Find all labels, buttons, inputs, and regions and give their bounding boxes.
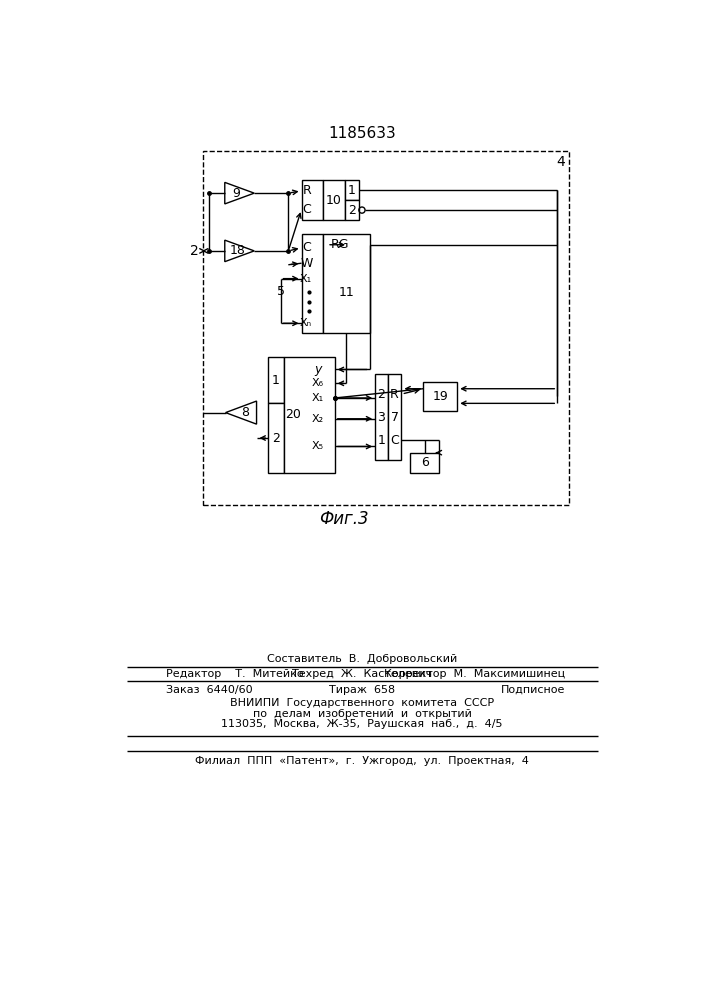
Text: X₅: X₅ bbox=[312, 441, 324, 451]
Text: C: C bbox=[303, 203, 311, 216]
Bar bbox=[323, 180, 345, 220]
Text: 8: 8 bbox=[241, 406, 249, 419]
Text: 2: 2 bbox=[190, 244, 199, 258]
Text: 1: 1 bbox=[348, 184, 356, 197]
Text: 10: 10 bbox=[326, 194, 342, 207]
Text: X₂: X₂ bbox=[312, 414, 324, 424]
Text: Заказ  6440/60: Заказ 6440/60 bbox=[166, 685, 252, 695]
Bar bbox=[301, 234, 323, 333]
Bar bbox=[387, 374, 402, 460]
Bar bbox=[268, 403, 284, 473]
Text: 2: 2 bbox=[348, 204, 356, 217]
Text: Составитель  В.  Добровольский: Составитель В. Добровольский bbox=[267, 654, 457, 664]
Text: 1: 1 bbox=[272, 374, 280, 387]
Text: C: C bbox=[303, 241, 311, 254]
Text: 20: 20 bbox=[285, 408, 301, 421]
Text: Тираж  658: Тираж 658 bbox=[329, 685, 395, 695]
Text: 1: 1 bbox=[378, 434, 385, 447]
Bar bbox=[423, 382, 457, 411]
Text: Xₙ: Xₙ bbox=[300, 318, 312, 328]
Polygon shape bbox=[226, 401, 257, 424]
Bar bbox=[375, 374, 387, 460]
Text: 11: 11 bbox=[339, 286, 354, 299]
Text: 7: 7 bbox=[390, 411, 399, 424]
Text: 2: 2 bbox=[272, 432, 280, 445]
Text: 5: 5 bbox=[276, 285, 285, 298]
Polygon shape bbox=[225, 182, 255, 204]
Text: 6: 6 bbox=[421, 456, 428, 469]
Text: 4: 4 bbox=[556, 155, 566, 169]
Text: 3: 3 bbox=[378, 411, 385, 424]
Text: 19: 19 bbox=[433, 390, 448, 403]
Text: Техред  Ж.  Кастелевич: Техред Ж. Кастелевич bbox=[292, 669, 432, 679]
Text: RG: RG bbox=[331, 238, 349, 251]
Bar bbox=[284, 357, 335, 473]
Bar bbox=[345, 180, 359, 200]
Text: 2: 2 bbox=[378, 388, 385, 401]
Text: 113035,  Москва,  Ж-35,  Раушская  наб.,  д.  4/5: 113035, Москва, Ж-35, Раушская наб., д. … bbox=[221, 719, 503, 729]
Bar bbox=[410, 453, 440, 473]
Text: W: W bbox=[300, 257, 313, 270]
Text: 1185633: 1185633 bbox=[328, 126, 396, 141]
Text: ВНИИПИ  Государственного  комитета  СССР: ВНИИПИ Государственного комитета СССР bbox=[230, 698, 494, 708]
Text: C: C bbox=[390, 434, 399, 447]
Text: y: y bbox=[314, 363, 322, 376]
Polygon shape bbox=[225, 240, 255, 262]
Text: Редактор    Т.  Митейко: Редактор Т. Митейко bbox=[166, 669, 303, 679]
Text: X₁: X₁ bbox=[300, 274, 312, 284]
Bar bbox=[301, 180, 323, 220]
Bar bbox=[345, 200, 359, 220]
Text: 18: 18 bbox=[229, 244, 245, 257]
Text: X₆: X₆ bbox=[312, 378, 324, 388]
Bar bbox=[268, 357, 284, 403]
Text: по  делам  изобретений  и  открытий: по делам изобретений и открытий bbox=[252, 709, 472, 719]
Text: R: R bbox=[390, 388, 399, 401]
Text: Фиг.3: Фиг.3 bbox=[320, 510, 369, 528]
Text: 9: 9 bbox=[233, 187, 240, 200]
Text: Подписное: Подписное bbox=[501, 685, 565, 695]
Text: Филиал  ППП  «Патент»,  г.  Ужгород,  ул.  Проектная,  4: Филиал ППП «Патент», г. Ужгород, ул. Про… bbox=[195, 756, 529, 766]
Text: R: R bbox=[303, 184, 311, 197]
Bar bbox=[203, 151, 569, 505]
Text: X₁: X₁ bbox=[312, 393, 324, 403]
Text: Корректор  М.  Максимишинец: Корректор М. Максимишинец bbox=[384, 669, 565, 679]
Bar bbox=[323, 234, 370, 333]
